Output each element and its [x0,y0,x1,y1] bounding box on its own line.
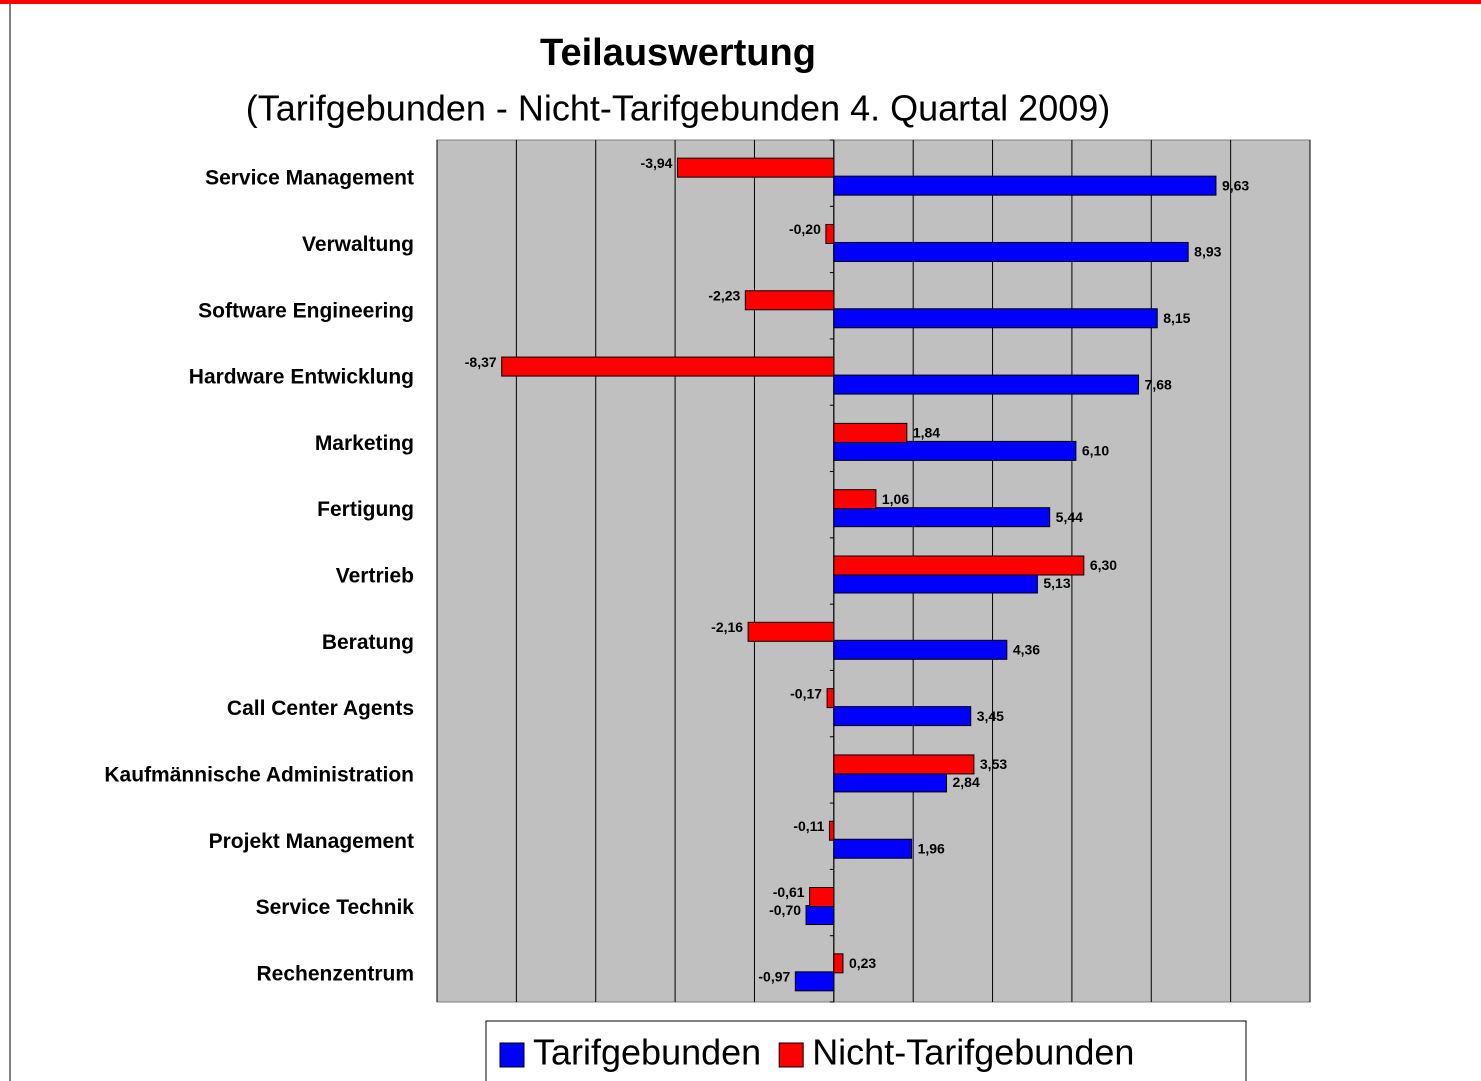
chart-title: Teilauswertung [540,32,816,74]
data-label: 6,30 [1090,557,1117,573]
top-border [0,0,1481,4]
bar [794,971,835,992]
data-label: 0,23 [849,955,876,971]
bar [833,489,877,510]
data-label: 8,15 [1163,310,1190,326]
bar [833,639,1008,660]
data-label: -0,97 [758,969,790,985]
data-label: 5,13 [1043,575,1070,591]
data-label: 3,53 [980,756,1007,772]
bar [833,772,948,793]
data-label: 1,84 [913,425,940,441]
y-tick-label: Call Center Agents [227,697,414,720]
data-label: 2,84 [953,774,980,790]
bar [833,308,1158,329]
data-label: -2,16 [711,619,743,635]
legend-label: Tarifgebunden [533,1032,761,1073]
bar [833,555,1085,576]
data-label: -3,94 [641,155,673,171]
y-tick-label: Fertigung [317,498,414,521]
data-label: 8,93 [1194,244,1221,260]
data-label: 1,06 [882,491,909,507]
legend-swatch [778,1042,804,1068]
bar [676,157,835,178]
bar [833,422,908,443]
y-tick-label: Projekt Management [209,830,414,853]
data-label: 9,63 [1222,177,1249,193]
data-label: 7,68 [1145,376,1172,392]
data-label: -0,70 [769,902,801,918]
bar [833,175,1217,196]
y-tick-label: Rechenzentrum [256,962,414,985]
data-label: 3,45 [977,708,1004,724]
bar [833,706,972,727]
legend-label: Nicht-Tarifgebunden [812,1032,1134,1073]
bar [833,374,1140,395]
y-tick-label: Vertrieb [336,565,414,588]
y-tick-label: Hardware Entwicklung [189,366,414,389]
y-tick-label: Software Engineering [198,299,414,322]
bar [826,688,835,709]
bar [833,953,844,974]
y-tick-label: Verwaltung [302,233,414,256]
data-label: -0,17 [790,685,822,701]
data-label: -2,23 [708,287,740,303]
bar [833,507,1051,528]
data-label: -8,37 [465,354,497,370]
bar [833,838,913,859]
data-label: 6,10 [1082,443,1109,459]
chart-subtitle: (Tarifgebunden - Nicht-Tarifgebunden 4. … [246,88,1111,129]
bar [805,905,835,926]
bar [744,290,835,311]
bar [809,887,835,908]
data-label: -0,20 [789,221,821,237]
bar [833,573,1038,594]
bar [747,621,835,642]
y-tick-label: Kaufmännische Administration [104,763,414,786]
data-label: 4,36 [1013,642,1040,658]
bar [833,241,1189,262]
y-tick-label: Beratung [322,631,414,654]
legend-swatch [499,1042,525,1068]
legend-box [485,1020,1247,1081]
bar [828,820,835,841]
y-tick-label: Service Management [205,167,414,190]
y-tick-label: Service Technik [256,896,415,919]
bar [833,440,1077,461]
data-label: -0,61 [773,884,805,900]
y-tick-label: Marketing [315,432,414,455]
data-label: -0,11 [793,818,824,834]
bar [833,754,975,775]
data-label: 5,44 [1056,509,1083,525]
data-label: 1,96 [918,840,945,856]
bar [825,223,835,244]
bar [501,356,835,377]
